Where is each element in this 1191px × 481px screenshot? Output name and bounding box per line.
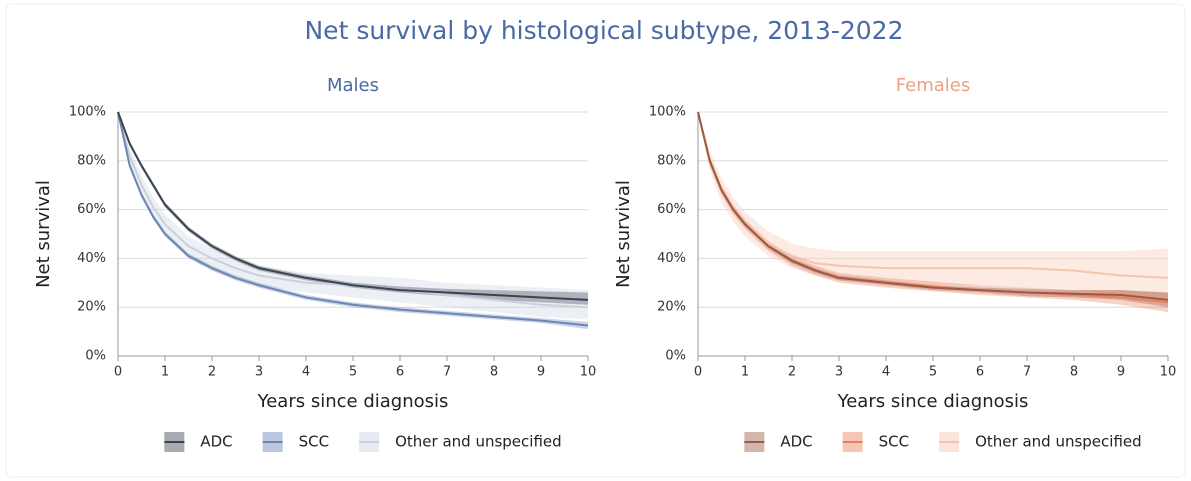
x-axis-label: Years since diagnosis (257, 391, 449, 412)
y-axis-label: Net survival (613, 180, 634, 288)
y-tick-label: 100% (649, 105, 686, 120)
confidence-band (698, 112, 1168, 303)
legend-item: ADC (744, 432, 813, 452)
legend-label: SCC (299, 433, 329, 451)
survival-line (117, 111, 589, 301)
x-tick-label: 1 (161, 365, 169, 380)
legend-label: ADC (780, 433, 812, 451)
x-tick-label: 10 (1160, 365, 1177, 380)
legend-item: ADC (164, 432, 233, 452)
legend: ADC SCC Other and unspecified (164, 432, 562, 452)
x-tick-label: 8 (1070, 365, 1078, 380)
y-tick-label: 20% (77, 300, 106, 315)
y-tick-label: 40% (77, 251, 106, 266)
x-tick-label: 1 (741, 365, 749, 380)
panel-title: Females (896, 75, 970, 96)
x-tick-label: 0 (694, 365, 702, 380)
legend-label: SCC (879, 433, 909, 451)
legend-item: Other and unspecified (939, 432, 1142, 452)
y-tick-label: 0% (665, 349, 686, 364)
legend-label: Other and unspecified (975, 433, 1142, 451)
confidence-band (698, 112, 1168, 313)
y-axis-label: Net survival (33, 180, 54, 288)
panel-title: Males (327, 75, 379, 96)
x-tick-label: 6 (396, 365, 404, 380)
x-tick-label: 6 (976, 365, 984, 380)
y-tick-label: 60% (657, 202, 686, 217)
x-tick-label: 2 (208, 365, 216, 380)
x-tick-label: 10 (580, 365, 597, 380)
x-axis-label: Years since diagnosis (837, 391, 1029, 412)
legend-item: SCC (842, 432, 909, 452)
legend: ADC SCC Other and unspecified (744, 432, 1142, 452)
survival-line (117, 111, 589, 327)
x-tick-label: 3 (835, 365, 843, 380)
y-tick-label: 20% (657, 300, 686, 315)
x-tick-label: 2 (788, 365, 796, 380)
x-tick-label: 4 (302, 365, 310, 380)
x-tick-label: 7 (443, 365, 451, 380)
survival-line (117, 111, 589, 309)
legend-label: ADC (200, 433, 232, 451)
figure-title: Net survival by histological subtype, 20… (304, 16, 903, 45)
x-tick-label: 7 (1023, 365, 1031, 380)
legend-item: SCC (262, 432, 329, 452)
survival-line (697, 111, 1169, 301)
y-tick-label: 100% (69, 105, 106, 120)
x-tick-label: 8 (490, 365, 498, 380)
x-tick-label: 0 (114, 365, 122, 380)
y-tick-label: 60% (77, 202, 106, 217)
y-tick-label: 80% (77, 153, 106, 168)
x-tick-label: 5 (349, 365, 357, 380)
x-tick-label: 5 (929, 365, 937, 380)
y-tick-label: 0% (85, 349, 106, 364)
confidence-band (118, 112, 588, 305)
x-tick-label: 9 (1117, 365, 1125, 380)
x-tick-label: 9 (537, 365, 545, 380)
x-tick-label: 3 (255, 365, 263, 380)
x-tick-label: 4 (882, 365, 890, 380)
y-tick-label: 40% (657, 251, 686, 266)
frame (5, 3, 1186, 478)
y-tick-label: 80% (657, 153, 686, 168)
legend-item: Other and unspecified (359, 432, 562, 452)
legend-label: Other and unspecified (395, 433, 562, 451)
